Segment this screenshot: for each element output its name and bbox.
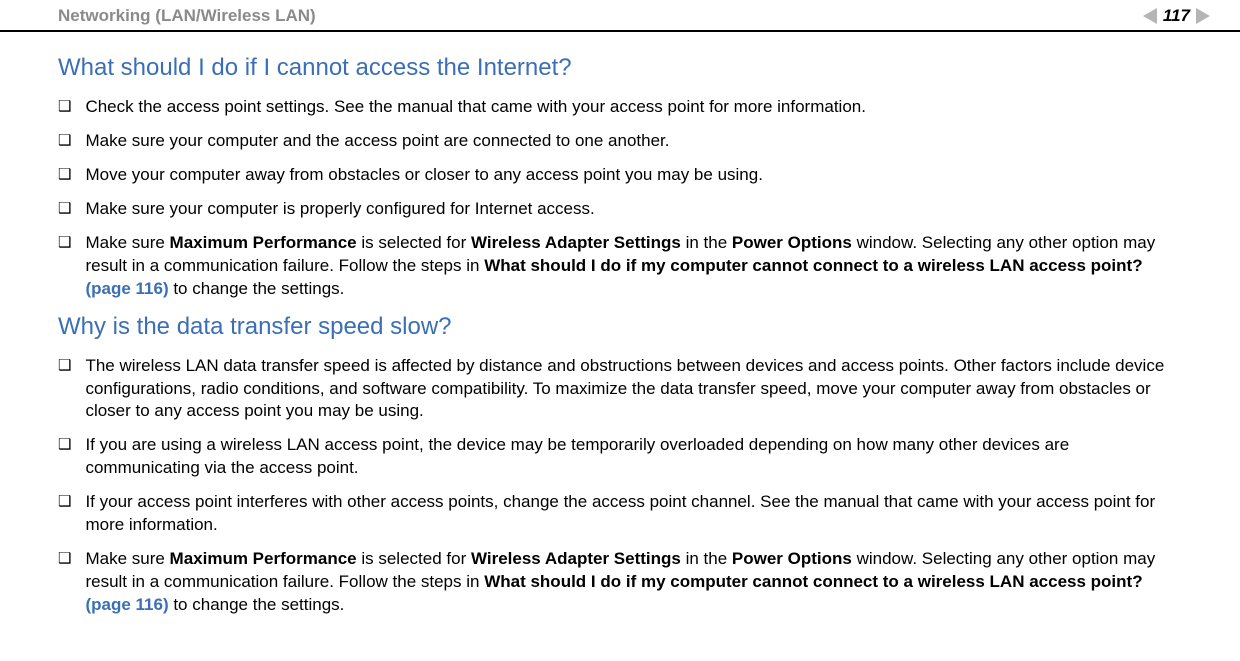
page-header: Networking (LAN/Wireless LAN) 117 [0, 0, 1240, 32]
bullet-marker-icon: ❑ [58, 492, 71, 512]
page-nav: 117 [1143, 6, 1210, 26]
text-run: The wireless LAN data transfer speed is … [85, 356, 1164, 421]
bullet-text: Make sure your computer and the access p… [85, 130, 1182, 153]
bullet-item: ❑ Make sure your computer is properly con… [58, 198, 1182, 221]
bullet-text: Check the access point settings. See the… [85, 96, 1182, 119]
bullet-item: ❑ Make sure Maximum Performance is select… [58, 232, 1182, 301]
text-run: to change the settings. [169, 279, 345, 298]
bullet-marker-icon: ❑ [58, 233, 71, 253]
nav-prev-icon[interactable] [1143, 8, 1157, 24]
bullet-text: Make sure Maximum Performance is selecte… [85, 548, 1182, 617]
text-run: Power Options [732, 233, 852, 252]
bullet-marker-icon: ❑ [58, 435, 71, 455]
text-run: If your access point interferes with oth… [85, 492, 1155, 534]
text-run: What should I do if my computer cannot c… [484, 572, 1142, 591]
section-heading: What should I do if I cannot access the … [58, 54, 1182, 82]
page-content: What should I do if I cannot access the … [0, 32, 1240, 617]
bullet-marker-icon: ❑ [58, 199, 71, 219]
bullet-text: If you are using a wireless LAN access p… [85, 434, 1182, 480]
bullet-marker-icon: ❑ [58, 165, 71, 185]
text-run: Make sure [85, 549, 169, 568]
text-run: Move your computer away from obstacles o… [85, 165, 762, 184]
bullet-item: ❑ Make sure your computer and the access … [58, 130, 1182, 153]
text-run: Maximum Performance [170, 233, 357, 252]
bullet-marker-icon: ❑ [58, 356, 71, 376]
text-run: Wireless Adapter Settings [471, 549, 681, 568]
text-run: to change the settings. [169, 595, 345, 614]
bullet-item: ❑ Check the access point settings. See th… [58, 96, 1182, 119]
bullet-item: ❑ If you are using a wireless LAN access … [58, 434, 1182, 480]
text-run: Maximum Performance [170, 549, 357, 568]
bullet-text: If your access point interferes with oth… [85, 491, 1182, 537]
bullet-marker-icon: ❑ [58, 131, 71, 151]
text-run: Make sure your computer is properly conf… [85, 199, 594, 218]
bullet-item: ❑ If your access point interferes with ot… [58, 491, 1182, 537]
bullet-text: Move your computer away from obstacles o… [85, 164, 1182, 187]
page-number: 117 [1163, 6, 1190, 26]
text-run: Wireless Adapter Settings [471, 233, 681, 252]
text-run: Check the access point settings. See the… [85, 97, 866, 116]
text-run: What should I do if my computer cannot c… [484, 256, 1142, 275]
header-title: Networking (LAN/Wireless LAN) [58, 6, 316, 26]
text-run: in the [681, 549, 732, 568]
nav-next-icon[interactable] [1196, 8, 1210, 24]
text-run: If you are using a wireless LAN access p… [85, 435, 1069, 477]
page-reference-link[interactable]: (page 116) [85, 595, 168, 614]
text-run: Make sure your computer and the access p… [85, 131, 669, 150]
bullet-item: ❑ The wireless LAN data transfer speed is… [58, 355, 1182, 424]
text-run: Make sure [85, 233, 169, 252]
bullet-text: The wireless LAN data transfer speed is … [85, 355, 1182, 424]
section-heading: Why is the data transfer speed slow? [58, 313, 1182, 341]
bullet-text: Make sure your computer is properly conf… [85, 198, 1182, 221]
bullet-item: ❑ Move your computer away from obstacles … [58, 164, 1182, 187]
page-reference-link[interactable]: (page 116) [85, 279, 168, 298]
bullet-text: Make sure Maximum Performance is selecte… [85, 232, 1182, 301]
text-run: in the [681, 233, 732, 252]
bullet-marker-icon: ❑ [58, 549, 71, 569]
text-run: Power Options [732, 549, 852, 568]
text-run: is selected for [357, 549, 471, 568]
text-run: is selected for [357, 233, 471, 252]
bullet-item: ❑ Make sure Maximum Performance is select… [58, 548, 1182, 617]
bullet-marker-icon: ❑ [58, 97, 71, 117]
